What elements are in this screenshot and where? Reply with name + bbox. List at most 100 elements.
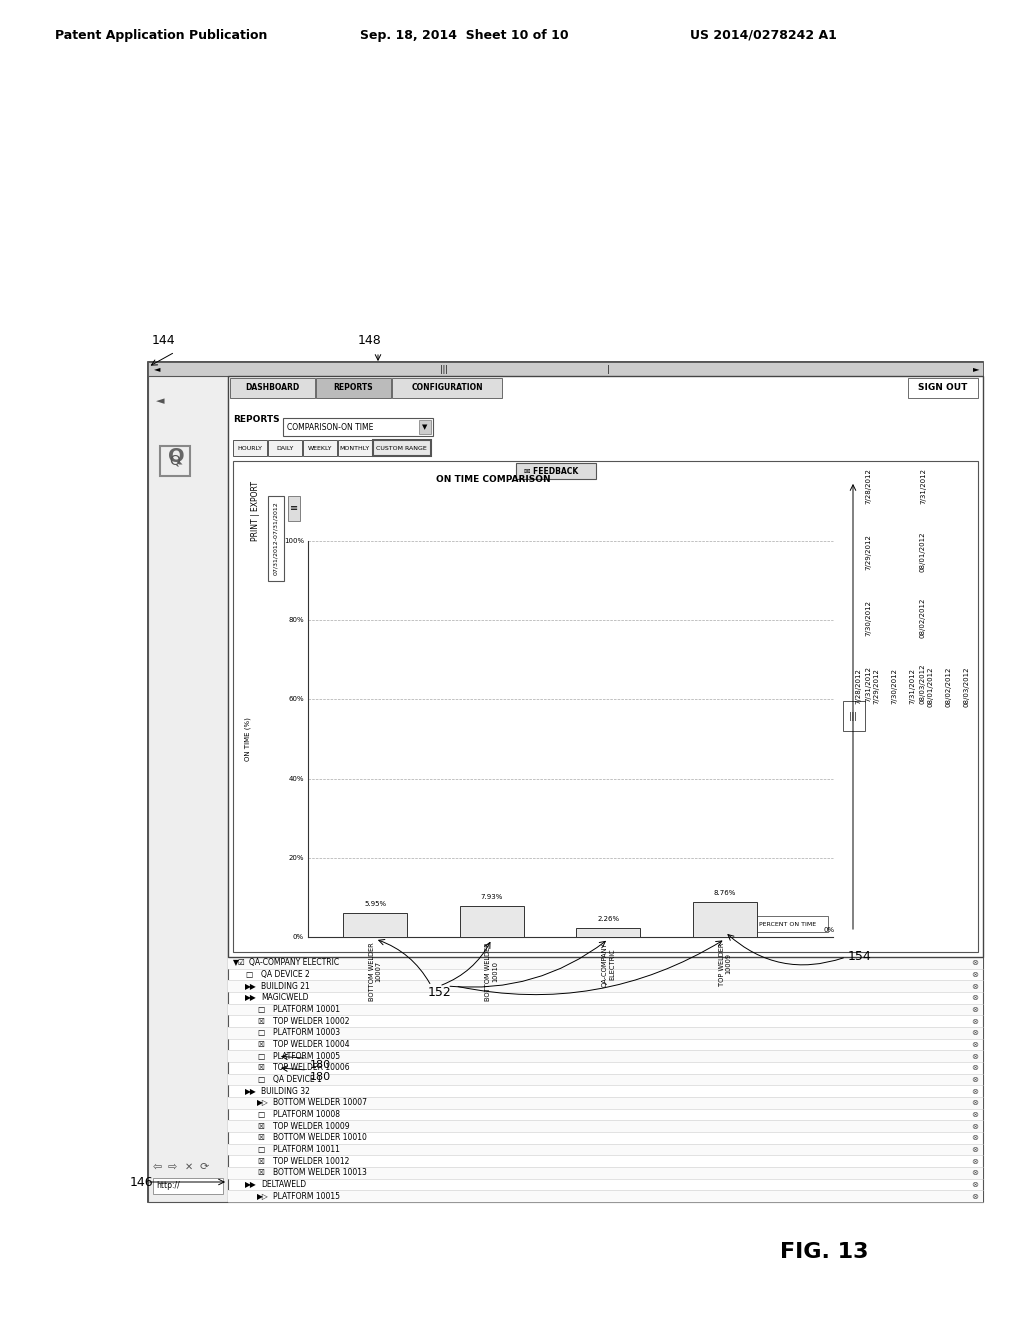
Text: DAILY: DAILY — [276, 446, 294, 450]
Bar — [148, 362, 983, 376]
Text: ⇨: ⇨ — [168, 1162, 177, 1172]
Bar — [153, 1177, 223, 1195]
Text: ⊗: ⊗ — [971, 1005, 978, 1014]
Text: ⊗: ⊗ — [971, 1028, 978, 1038]
Text: 100%: 100% — [284, 539, 304, 544]
Text: ON TIME (%): ON TIME (%) — [245, 717, 251, 760]
Text: HOURLY: HOURLY — [238, 446, 262, 450]
Text: |||: ||| — [849, 711, 857, 721]
Text: □: □ — [257, 1005, 264, 1014]
Bar — [743, 916, 828, 932]
Bar — [230, 378, 315, 399]
Bar — [283, 418, 433, 436]
Text: ◄: ◄ — [156, 396, 165, 407]
Text: PLATFORM 10003: PLATFORM 10003 — [273, 1028, 340, 1038]
Text: ▶▶: ▶▶ — [245, 994, 257, 1002]
Text: ⊗: ⊗ — [971, 1144, 978, 1154]
Text: ⊗: ⊗ — [971, 970, 978, 979]
Bar — [908, 378, 978, 399]
Text: CONFIGURATION: CONFIGURATION — [412, 384, 482, 392]
Bar — [843, 701, 865, 731]
Text: 08/01/2012: 08/01/2012 — [920, 532, 926, 573]
Text: ⊗: ⊗ — [971, 1180, 978, 1189]
Text: ⊗: ⊗ — [971, 982, 978, 991]
Bar — [228, 1051, 983, 1063]
Text: 7/30/2012: 7/30/2012 — [865, 601, 871, 636]
Bar — [316, 378, 391, 399]
Text: PLATFORM 10011: PLATFORM 10011 — [273, 1144, 340, 1154]
Text: ⊗: ⊗ — [971, 1074, 978, 1084]
Text: ▶▶: ▶▶ — [245, 982, 257, 991]
Text: ⊗: ⊗ — [971, 1040, 978, 1049]
Bar — [228, 1097, 983, 1109]
Text: 07/31/2012-07/31/2012: 07/31/2012-07/31/2012 — [273, 502, 279, 576]
Text: COMPARISON-ON TIME: COMPARISON-ON TIME — [287, 422, 374, 432]
Bar — [233, 440, 267, 455]
Bar — [268, 440, 302, 455]
Text: TOP WELDER 10004: TOP WELDER 10004 — [273, 1040, 349, 1049]
Text: 7/31/2012: 7/31/2012 — [909, 668, 915, 705]
Text: DELTAWELD: DELTAWELD — [261, 1180, 306, 1189]
Bar — [160, 446, 190, 477]
Text: ▶▶: ▶▶ — [245, 1180, 257, 1189]
Text: 7/29/2012: 7/29/2012 — [865, 535, 871, 570]
Bar — [228, 1073, 983, 1085]
Bar — [373, 440, 431, 455]
Bar — [577, 928, 640, 937]
Text: BOTTOM WELDER 10013: BOTTOM WELDER 10013 — [273, 1168, 367, 1177]
Bar — [303, 440, 337, 455]
Text: □: □ — [257, 1144, 264, 1154]
Text: ☒: ☒ — [257, 1156, 264, 1166]
Text: ⊗: ⊗ — [971, 1192, 978, 1201]
Text: DASHBOARD: DASHBOARD — [246, 384, 300, 392]
Text: BOTTOM WELDER 10010: BOTTOM WELDER 10010 — [273, 1134, 367, 1142]
Bar — [228, 1003, 983, 1015]
Bar — [343, 913, 408, 937]
Text: ⊗: ⊗ — [971, 994, 978, 1002]
Text: 7/28/2012: 7/28/2012 — [865, 469, 871, 504]
Text: US 2014/0278242 A1: US 2014/0278242 A1 — [690, 29, 837, 41]
Text: 144: 144 — [152, 334, 176, 346]
Text: 0%: 0% — [823, 927, 835, 933]
Text: 20%: 20% — [289, 855, 304, 861]
Text: ⇦: ⇦ — [153, 1162, 163, 1172]
Text: 180: 180 — [310, 1060, 331, 1071]
Text: 08/02/2012: 08/02/2012 — [920, 598, 926, 638]
Text: 7/29/2012: 7/29/2012 — [873, 668, 879, 705]
Text: ⊗: ⊗ — [971, 958, 978, 968]
Bar — [460, 906, 524, 937]
Bar — [228, 1167, 983, 1179]
Text: ▶▶: ▶▶ — [245, 1086, 257, 1096]
Text: ✉ FEEDBACK: ✉ FEEDBACK — [524, 466, 579, 475]
Text: 60%: 60% — [289, 697, 304, 702]
Text: TOP WELDER 10012: TOP WELDER 10012 — [273, 1156, 349, 1166]
Text: ⊗: ⊗ — [971, 1064, 978, 1072]
Bar — [392, 378, 502, 399]
Bar — [746, 919, 756, 929]
Bar — [228, 1143, 983, 1155]
Text: QA DEVICE 2: QA DEVICE 2 — [261, 970, 309, 979]
Text: □: □ — [245, 970, 252, 979]
Text: 154: 154 — [848, 950, 871, 964]
Text: TOP WELDER 10006: TOP WELDER 10006 — [273, 1064, 349, 1072]
Text: TOP WELDER
10009: TOP WELDER 10009 — [719, 942, 731, 986]
Text: BOTTOM WELDER
10007: BOTTOM WELDER 10007 — [369, 942, 382, 1001]
Text: |||: ||| — [440, 364, 449, 374]
Text: ⊗: ⊗ — [971, 1052, 978, 1061]
Text: 152: 152 — [427, 986, 452, 998]
Text: ►: ► — [973, 364, 980, 374]
Text: ▶▷: ▶▷ — [257, 1192, 268, 1201]
Bar — [228, 957, 983, 969]
Bar — [228, 1191, 983, 1203]
Text: PLATFORM 10005: PLATFORM 10005 — [273, 1052, 340, 1061]
Text: ☒: ☒ — [257, 1016, 264, 1026]
Text: Q: Q — [168, 446, 184, 466]
Text: □: □ — [257, 1074, 264, 1084]
Text: REPORTS: REPORTS — [233, 414, 280, 424]
Bar — [693, 903, 757, 937]
Text: 8.76%: 8.76% — [714, 890, 736, 896]
Text: ON TIME COMPARISON: ON TIME COMPARISON — [436, 474, 551, 483]
Text: 148: 148 — [358, 334, 382, 346]
Text: BOTTOM WELDER
10010: BOTTOM WELDER 10010 — [485, 942, 499, 1001]
Text: QA DEVICE 1: QA DEVICE 1 — [273, 1074, 322, 1084]
